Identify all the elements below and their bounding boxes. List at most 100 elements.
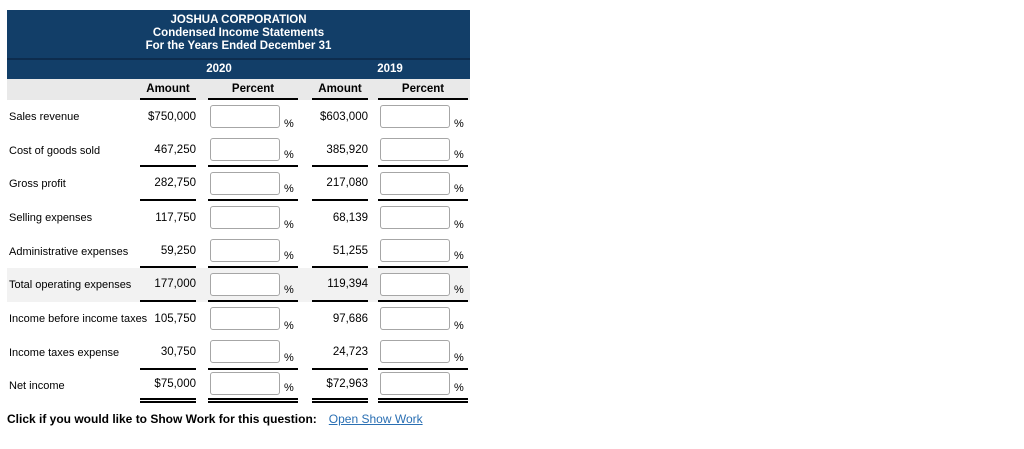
percent-2019-cell: %: [378, 100, 468, 134]
show-work-row: Click if you would like to Show Work for…: [7, 412, 423, 426]
open-show-work-link[interactable]: Open Show Work: [328, 412, 423, 426]
amount-2019-value: 51,255: [312, 235, 368, 269]
percent-2019-cell: %: [378, 302, 468, 336]
percent-2020-cell: %: [208, 370, 298, 404]
percent-sign: %: [454, 218, 464, 231]
income-statement-table: JOSHUA CORPORATION Condensed Income Stat…: [7, 10, 470, 404]
amount-2020-value: 467,250: [140, 134, 196, 168]
percent-2019-cell: %: [378, 201, 468, 235]
percent-input-2020[interactable]: [210, 239, 280, 263]
percent-2020-cell: %: [208, 235, 298, 269]
percent-sign: %: [284, 382, 294, 395]
percent-sign: %: [284, 117, 294, 130]
percent-2020-header: Percent: [208, 79, 298, 100]
statement-header: JOSHUA CORPORATION Condensed Income Stat…: [7, 10, 470, 60]
percent-input-2019[interactable]: [380, 307, 450, 331]
column-header-row: Amount Percent Amount Percent: [7, 79, 470, 100]
year-header-row: 2020 2019: [7, 60, 470, 79]
statement-rows: Sales revenue $750,000% $603,000% Cost of g…: [7, 100, 470, 404]
show-work-prompt: Click if you would like to Show Work for…: [7, 412, 317, 426]
percent-2020-cell: %: [208, 336, 298, 370]
statement-row: Gross profit 282,750% 217,080%: [7, 167, 470, 202]
percent-2019-cell: %: [378, 268, 468, 303]
percent-input-2019[interactable]: [380, 272, 450, 296]
percent-2020-cell: %: [208, 201, 298, 235]
row-label: Income taxes expense: [9, 346, 120, 359]
percent-input-2019[interactable]: [380, 239, 450, 263]
statement-row: Income taxes expense 30,750% 24,723%: [7, 335, 470, 370]
row-label: Sales revenue: [9, 110, 80, 123]
amount-2020-value: 59,250: [140, 235, 196, 269]
amount-2019-header: Amount: [312, 79, 368, 100]
amount-2020-value: 177,000: [140, 268, 196, 303]
amount-2019-value: 24,723: [312, 336, 368, 370]
year-2020-header: 2020: [206, 63, 232, 75]
percent-sign: %: [454, 319, 464, 332]
amount-2019-value: 97,686: [332, 312, 368, 325]
statement-row: Selling expenses 117,750% 68,139%: [7, 201, 470, 235]
percent-input-2019[interactable]: [380, 105, 450, 129]
percent-sign: %: [454, 284, 464, 297]
company-name: JOSHUA CORPORATION: [170, 14, 307, 26]
amount-2019-value: 385,920: [312, 134, 368, 168]
percent-2020-cell: %: [208, 100, 298, 134]
percent-sign: %: [454, 117, 464, 130]
row-label: Administrative expenses: [9, 245, 129, 258]
amount-2019-value: 68,139: [332, 211, 368, 224]
statement-row: Sales revenue $750,000% $603,000%: [7, 100, 470, 134]
percent-sign: %: [284, 183, 294, 196]
percent-input-2019[interactable]: [380, 340, 450, 364]
percent-2019-header: Percent: [378, 79, 468, 100]
amount-2020-value: 30,750: [140, 336, 196, 370]
percent-input-2019[interactable]: [380, 206, 450, 230]
percent-2019-cell: %: [378, 336, 468, 370]
percent-sign: %: [284, 319, 294, 332]
amount-2020-header: Amount: [140, 79, 196, 100]
percent-input-2020[interactable]: [210, 372, 280, 396]
percent-input-2020[interactable]: [210, 340, 280, 364]
percent-input-2019[interactable]: [380, 138, 450, 162]
percent-2019-cell: %: [378, 134, 468, 168]
percent-input-2020[interactable]: [210, 272, 280, 296]
amount-2019-value: $72,963: [312, 370, 368, 404]
row-label-header-spacer: [7, 79, 140, 100]
amount-2019-value: $603,000: [320, 110, 368, 123]
statement-period: For the Years Ended December 31: [145, 40, 332, 52]
amount-2020-value: 117,750: [155, 211, 196, 224]
percent-input-2019[interactable]: [380, 372, 450, 396]
percent-2020-cell: %: [208, 134, 298, 168]
amount-2020-value: 105,750: [154, 312, 196, 325]
percent-2019-cell: %: [378, 235, 468, 269]
percent-2020-cell: %: [208, 268, 298, 303]
percent-sign: %: [454, 351, 464, 364]
percent-input-2020[interactable]: [210, 206, 280, 230]
amount-2020-value: 282,750: [140, 167, 196, 202]
row-label: Cost of goods sold: [9, 144, 101, 157]
row-label: Net income: [9, 380, 65, 393]
percent-input-2020[interactable]: [210, 307, 280, 331]
percent-input-2020[interactable]: [210, 105, 280, 129]
statement-title: Condensed Income Statements: [152, 27, 325, 39]
year-2019-header: 2019: [377, 63, 403, 75]
amount-2020-value: $750,000: [148, 110, 196, 123]
percent-sign: %: [284, 149, 294, 162]
statement-row: Net income $75,000% $72,963%: [7, 369, 470, 404]
row-label: Gross profit: [9, 178, 66, 191]
amount-2020-value: $75,000: [140, 370, 196, 404]
percent-sign: %: [454, 382, 464, 395]
percent-2019-cell: %: [378, 370, 468, 404]
percent-input-2020[interactable]: [210, 138, 280, 162]
percent-input-2020[interactable]: [210, 171, 280, 195]
percent-input-2019[interactable]: [380, 171, 450, 195]
percent-sign: %: [284, 218, 294, 231]
row-label: Income before income taxes: [9, 312, 148, 325]
statement-row: Cost of goods sold 467,250% 385,920%: [7, 133, 470, 168]
row-label: Total operating expenses: [9, 279, 132, 292]
amount-2019-value: 217,080: [312, 167, 368, 202]
percent-sign: %: [454, 183, 464, 196]
statement-row: Income before income taxes 105,750% 97,686…: [7, 302, 470, 336]
statement-row: Administrative expenses 59,250% 51,255%: [7, 234, 470, 269]
percent-2020-cell: %: [208, 302, 298, 336]
statement-row: Total operating expenses 177,000% 119,394%: [7, 268, 470, 303]
